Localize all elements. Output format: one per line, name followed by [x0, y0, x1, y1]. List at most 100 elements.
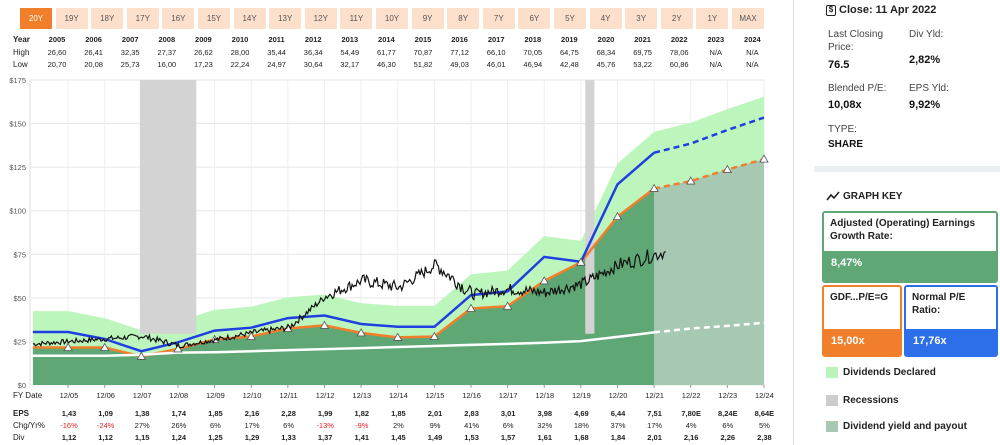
legend-dividends-label: Dividends Declared — [843, 367, 936, 378]
last-closing-label: Last Closing Price: — [828, 29, 884, 53]
earnings-marker — [612, 211, 623, 221]
last-closing-value: 76.5 — [828, 59, 850, 71]
range-button-12y[interactable]: 12Y — [304, 8, 337, 29]
high-cell: 68,34 — [596, 48, 616, 57]
range-button-14y[interactable]: 14Y — [233, 8, 266, 29]
eps-cell: 4,69 — [574, 409, 589, 418]
low-cell: 30,64 — [303, 60, 323, 69]
low-cell: 20,08 — [84, 60, 103, 69]
div-cell: 1,12 — [61, 433, 77, 442]
earnings-marker — [502, 301, 513, 310]
div-cell: 1,33 — [281, 433, 296, 442]
y-tick-label: $100 — [9, 207, 26, 216]
range-button-8y[interactable]: 8Y — [447, 8, 480, 29]
high-cell: 27,37 — [157, 48, 177, 57]
chg-cell: 9% — [429, 421, 441, 430]
range-button-11y[interactable]: 11Y — [340, 8, 373, 29]
earnings-marker — [722, 164, 733, 173]
eps-cell: 3,01 — [500, 409, 516, 418]
chg-cell: -24% — [96, 421, 115, 430]
range-button-4y[interactable]: 4Y — [589, 8, 622, 29]
fy-dates-cell: 12/13 — [352, 391, 372, 400]
eps-cell: 1,99 — [317, 409, 333, 418]
range-selector: 20Y 19Y 18Y 17Y 16Y 15Y 14Y 13Y 12Y 11Y 10Y 9Y 8Y 7Y 6… — [20, 8, 764, 29]
chg-cell: -16% — [60, 421, 78, 430]
years-cell: 2008 — [158, 35, 176, 44]
high-cell: 26,41 — [84, 48, 103, 57]
earnings-marker — [429, 331, 440, 340]
legend-dividends: Dividends Declared — [826, 367, 936, 378]
chg-cell: 37% — [610, 421, 626, 430]
earnings-marker — [576, 257, 586, 266]
fy-dates-cell: 12/11 — [279, 391, 298, 400]
chg-cell: 41% — [464, 421, 480, 430]
range-button-2y[interactable]: 2Y — [660, 8, 693, 29]
high-cell: 32,35 — [120, 48, 140, 57]
fy-dates-cell: 12/10 — [242, 391, 262, 400]
low-cell: 60,86 — [669, 60, 689, 69]
range-button-13y[interactable]: 13Y — [269, 8, 302, 29]
gdf-pe-forecast-line — [653, 157, 765, 190]
earnings-marker — [356, 328, 366, 337]
graph-key-header: GRAPH KEY — [826, 190, 902, 202]
fy-dates-cell: 12/24 — [755, 391, 774, 400]
eps-yld-value: 9,92% — [909, 99, 941, 111]
chg-cell: -13% — [316, 421, 334, 430]
div-cell: 2,01 — [647, 433, 662, 442]
high-cell: 78,06 — [669, 48, 689, 57]
years-cell: 2024 — [744, 35, 761, 44]
range-button-9y[interactable]: 9Y — [411, 8, 444, 29]
legend-recessions-label: Recessions — [843, 395, 899, 406]
chart-line-icon — [826, 191, 840, 201]
earnings-area — [32, 159, 764, 385]
range-button-max[interactable]: MAX — [732, 8, 764, 29]
range-button-20y[interactable]: 20Y — [20, 8, 52, 29]
graph-key-title: GRAPH KEY — [843, 190, 903, 202]
years-cell: 2014 — [378, 35, 395, 44]
dollar-icon: $ — [826, 4, 836, 16]
high-cell: 70,87 — [413, 48, 433, 57]
range-button-6y[interactable]: 6Y — [518, 8, 551, 29]
div-cell: 1,24 — [171, 433, 187, 442]
range-button-18y[interactable]: 18Y — [91, 8, 124, 29]
y-tick-label: $75 — [13, 250, 26, 259]
dividends-band — [32, 96, 764, 357]
range-button-3y[interactable]: 3Y — [625, 8, 658, 29]
range-button-10y[interactable]: 10Y — [376, 8, 408, 29]
low-row-label: Low — [13, 60, 28, 69]
close-header: $ Close: 11 Apr 2022 — [826, 4, 936, 16]
range-button-16y[interactable]: 16Y — [162, 8, 195, 29]
legend-recessions: Recessions — [826, 395, 899, 406]
years-cell: 2006 — [85, 35, 102, 44]
dividend-yield-forecast-line — [653, 321, 765, 334]
high-cell: 26,62 — [194, 48, 213, 57]
eps-cell: 7,51 — [647, 409, 662, 418]
recession-shade — [585, 80, 595, 334]
eps-cell: 1,43 — [61, 409, 77, 418]
range-button-15y[interactable]: 15Y — [198, 8, 230, 29]
range-button-17y[interactable]: 17Y — [126, 8, 159, 29]
chg-cell: 4% — [685, 421, 697, 430]
eps-cell: 1,74 — [171, 409, 187, 418]
high-cell: 70,05 — [523, 48, 543, 57]
fy-dates-cell: 12/14 — [389, 391, 408, 400]
fy-dates-cell: 12/06 — [96, 391, 115, 400]
recessions-swatch — [826, 395, 838, 406]
eps-cell: 2,83 — [464, 409, 479, 418]
range-button-19y[interactable]: 19Y — [55, 8, 88, 29]
years-cell: 2007 — [121, 35, 139, 44]
div-row-label: Div — [13, 433, 25, 442]
high-cell: 61,77 — [377, 48, 396, 57]
fy-dates-cell: 12/07 — [132, 391, 152, 400]
range-button-7y[interactable]: 7Y — [482, 8, 515, 29]
blended-pe-label: Blended P/E: — [828, 83, 887, 94]
low-cell: 46,30 — [377, 60, 396, 69]
y-tick-label: $150 — [9, 120, 26, 129]
y-tick-label: $0 — [18, 381, 26, 390]
range-button-5y[interactable]: 5Y — [554, 8, 586, 29]
years-cell: 2013 — [341, 35, 359, 44]
fy-dates-cell: 12/23 — [718, 391, 738, 400]
div-cell: 2,38 — [757, 433, 772, 442]
forecast-area — [654, 159, 764, 385]
range-button-1y[interactable]: 1Y — [696, 8, 729, 29]
